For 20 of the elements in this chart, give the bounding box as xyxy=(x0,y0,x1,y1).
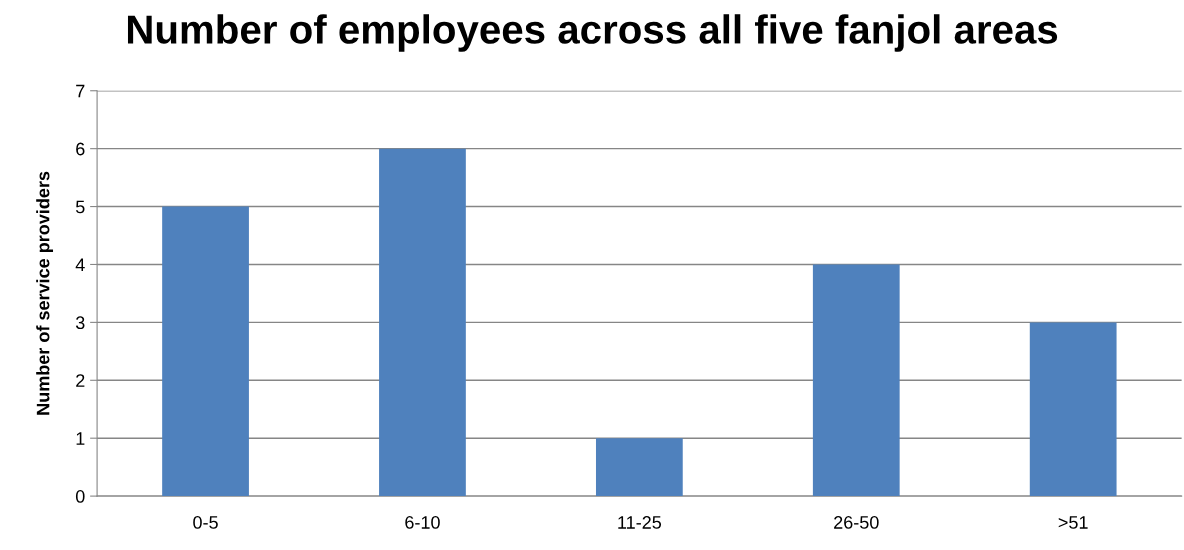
y-tick-label: 7 xyxy=(76,84,85,98)
y-tick-label: 2 xyxy=(76,374,85,387)
y-tick-label: 5 xyxy=(75,200,85,214)
x-tick-label: 6-10 xyxy=(405,516,440,529)
bar xyxy=(812,264,900,497)
x-tick-label: 11-25 xyxy=(618,516,662,529)
y-tick-label: 1 xyxy=(76,432,85,445)
bar xyxy=(595,438,683,497)
y-tick-label: 4 xyxy=(75,258,85,272)
x-tick-label: 0-5 xyxy=(193,516,218,529)
y-axis-title: Number of service providers xyxy=(36,171,54,415)
x-tick-label: 26-50 xyxy=(834,516,879,529)
bar xyxy=(1029,322,1117,497)
y-tick-label: 6 xyxy=(76,142,85,156)
bar xyxy=(162,206,249,497)
y-tick-label: 0 xyxy=(75,490,85,503)
y-tick-label: 3 xyxy=(75,316,85,330)
x-tick-label: >51 xyxy=(1058,516,1088,529)
chart-title: Number of employees across all five fanjol areas xyxy=(127,14,1058,52)
bar xyxy=(379,148,466,497)
